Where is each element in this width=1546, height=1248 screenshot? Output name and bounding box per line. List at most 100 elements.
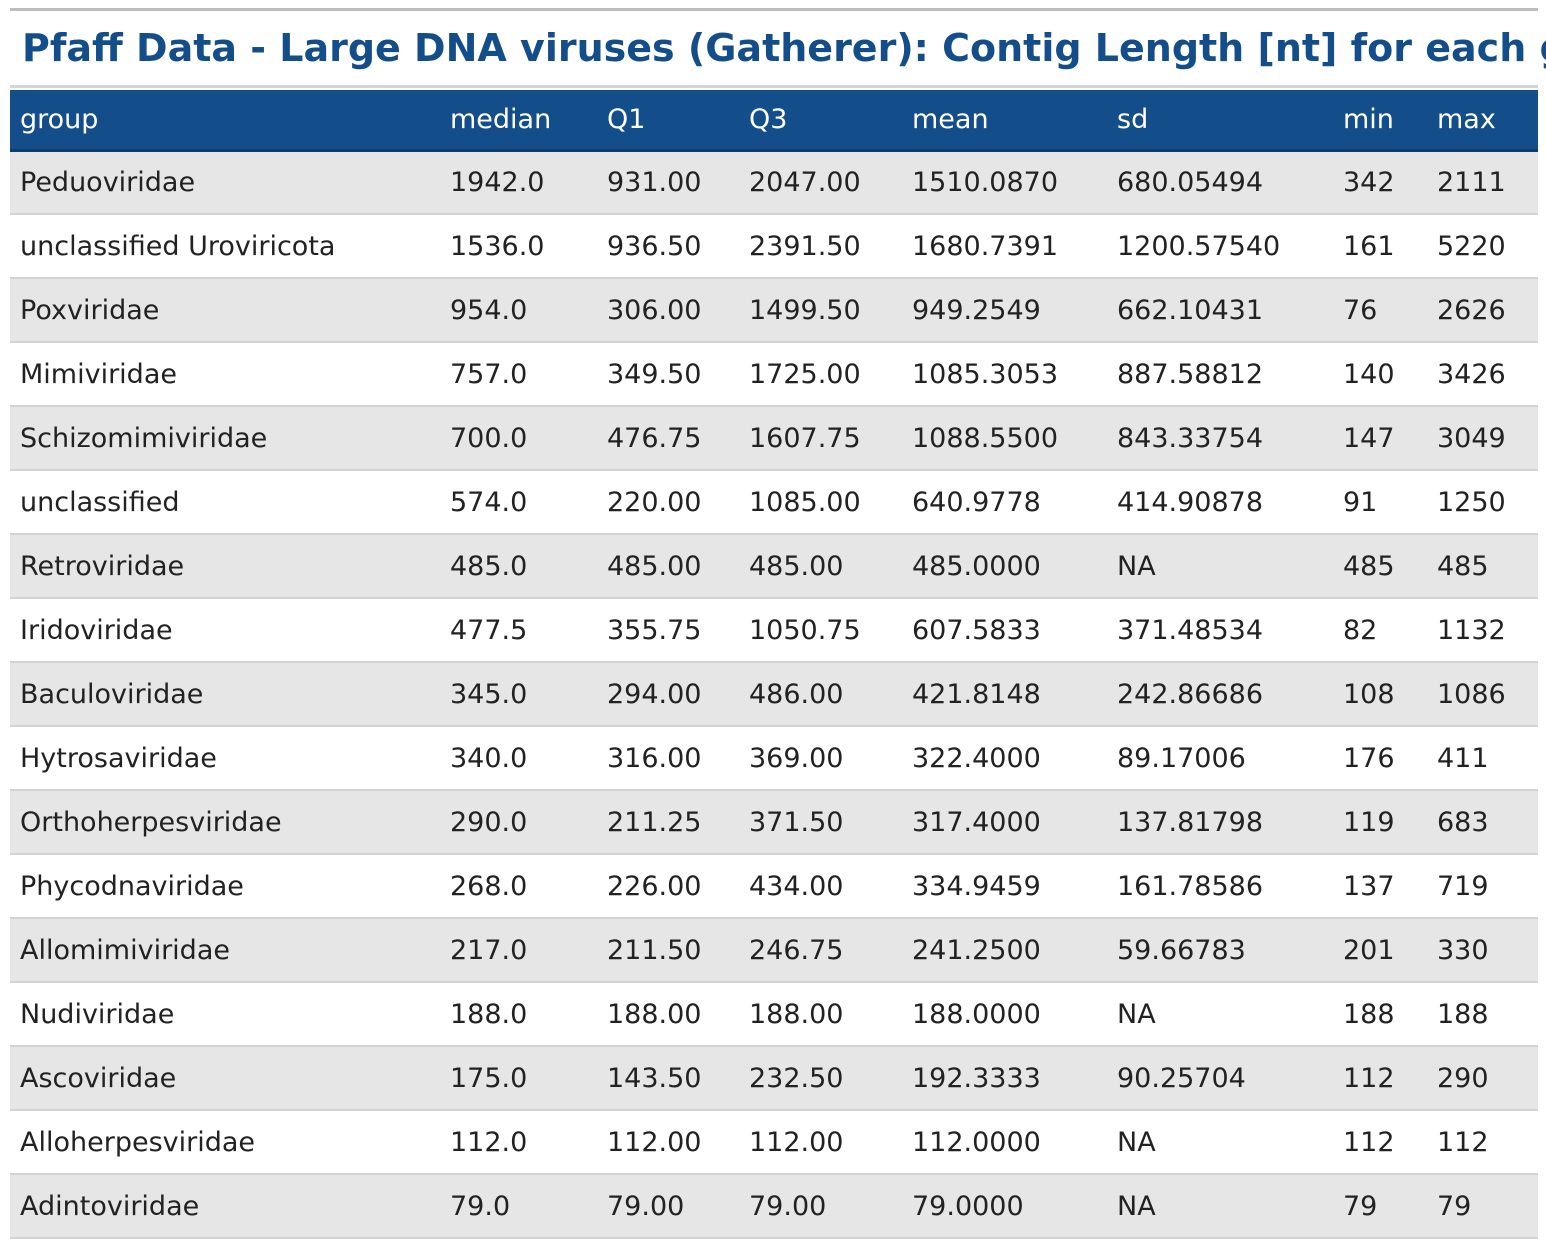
cell-group: Schizomimiviridae — [10, 406, 440, 471]
cell-sd: 89.17006 — [1107, 726, 1333, 791]
cell-min: 201 — [1333, 918, 1427, 983]
cell-median: 290.0 — [440, 790, 597, 855]
cell-q3: 486.00 — [739, 662, 902, 727]
cell-q1: 211.50 — [597, 918, 739, 983]
cell-mean: 485.0000 — [902, 534, 1107, 599]
cell-median: 1536.0 — [440, 214, 597, 279]
cell-group: Ascoviridae — [10, 1046, 440, 1111]
cell-group: Nudiviridae — [10, 982, 440, 1047]
cell-group: unclassified — [10, 470, 440, 535]
table-row: Poxviridae 954.0 306.00 1499.50 949.2549 662.… — [10, 278, 1538, 343]
cell-q1: 936.50 — [597, 214, 739, 279]
cell-q3: 246.75 — [739, 918, 902, 983]
cell-sd: NA — [1107, 1174, 1333, 1239]
cell-q1: 112.00 — [597, 1110, 739, 1175]
cell-min: 119 — [1333, 790, 1427, 855]
table-row: Allomimiviridae 217.0 211.50 246.75 241.2500… — [10, 918, 1538, 983]
cell-max: 79 — [1427, 1174, 1538, 1239]
table-body: Peduoviridae 1942.0 931.00 2047.00 1510.0870… — [10, 150, 1538, 1239]
cell-mean: 241.2500 — [902, 918, 1107, 983]
cell-max: 1086 — [1427, 662, 1538, 727]
cell-mean: 640.9778 — [902, 470, 1107, 535]
table-row: Schizomimiviridae 700.0 476.75 1607.75 1088.… — [10, 406, 1538, 471]
cell-median: 188.0 — [440, 982, 597, 1047]
cell-median: 112.0 — [440, 1110, 597, 1175]
cell-q1: 485.00 — [597, 534, 739, 599]
cell-min: 161 — [1333, 214, 1427, 279]
cell-q3: 232.50 — [739, 1046, 902, 1111]
table-row: Alloherpesviridae 112.0 112.00 112.00 112.00… — [10, 1110, 1538, 1175]
table-row: Orthoherpesviridae 290.0 211.25 371.50 317.4… — [10, 790, 1538, 855]
cell-sd: 414.90878 — [1107, 470, 1333, 535]
cell-median: 79.0 — [440, 1174, 597, 1239]
cell-max: 188 — [1427, 982, 1538, 1047]
table-row: Peduoviridae 1942.0 931.00 2047.00 1510.0870… — [10, 150, 1538, 215]
table-row: Mimiviridae 757.0 349.50 1725.00 1085.3053 88… — [10, 342, 1538, 407]
cell-median: 268.0 — [440, 854, 597, 919]
cell-q1: 143.50 — [597, 1046, 739, 1111]
data-table: group median Q1 Q3 mean sd min max Peduoviridae… — [10, 90, 1538, 1239]
cell-max: 290 — [1427, 1046, 1538, 1111]
cell-q3: 1607.75 — [739, 406, 902, 471]
cell-max: 411 — [1427, 726, 1538, 791]
cell-q3: 1499.50 — [739, 278, 902, 343]
cell-q3: 2391.50 — [739, 214, 902, 279]
table-row: Nudiviridae 188.0 188.00 188.00 188.0000 NA 18… — [10, 982, 1538, 1047]
cell-sd: 137.81798 — [1107, 790, 1333, 855]
cell-q1: 211.25 — [597, 790, 739, 855]
cell-sd: 242.86686 — [1107, 662, 1333, 727]
cell-q3: 2047.00 — [739, 150, 902, 215]
cell-mean: 334.9459 — [902, 854, 1107, 919]
cell-mean: 79.0000 — [902, 1174, 1107, 1239]
column-header-q1: Q1 — [597, 90, 739, 152]
cell-q1: 349.50 — [597, 342, 739, 407]
table-row: Adintoviridae 79.0 79.00 79.00 79.0000 NA 79 79 — [10, 1174, 1538, 1239]
cell-mean: 421.8148 — [902, 662, 1107, 727]
cell-q1: 931.00 — [597, 150, 739, 215]
cell-max: 2111 — [1427, 150, 1538, 215]
table-header-row: group median Q1 Q3 mean sd min max — [10, 90, 1538, 152]
cell-q3: 1085.00 — [739, 470, 902, 535]
cell-group: unclassified Uroviricota — [10, 214, 440, 279]
cell-mean: 607.5833 — [902, 598, 1107, 663]
column-header-group: group — [10, 90, 440, 152]
cell-group: Retroviridae — [10, 534, 440, 599]
cell-median: 477.5 — [440, 598, 597, 663]
cell-min: 485 — [1333, 534, 1427, 599]
cell-mean: 1088.5500 — [902, 406, 1107, 471]
cell-median: 574.0 — [440, 470, 597, 535]
cell-max: 683 — [1427, 790, 1538, 855]
cell-min: 140 — [1333, 342, 1427, 407]
cell-median: 1942.0 — [440, 150, 597, 215]
page-title: Pfaff Data - Large DNA viruses (Gatherer… — [22, 26, 1546, 70]
cell-mean: 192.3333 — [902, 1046, 1107, 1111]
cell-max: 2626 — [1427, 278, 1538, 343]
cell-q3: 371.50 — [739, 790, 902, 855]
table-row: Phycodnaviridae 268.0 226.00 434.00 334.9459… — [10, 854, 1538, 919]
cell-q3: 369.00 — [739, 726, 902, 791]
cell-mean: 188.0000 — [902, 982, 1107, 1047]
cell-max: 485 — [1427, 534, 1538, 599]
cell-median: 217.0 — [440, 918, 597, 983]
cell-min: 176 — [1333, 726, 1427, 791]
cell-max: 1250 — [1427, 470, 1538, 535]
cell-median: 700.0 — [440, 406, 597, 471]
cell-q3: 188.00 — [739, 982, 902, 1047]
cell-min: 79 — [1333, 1174, 1427, 1239]
cell-sd: 371.48534 — [1107, 598, 1333, 663]
cell-max: 1132 — [1427, 598, 1538, 663]
cell-q3: 434.00 — [739, 854, 902, 919]
cell-group: Adintoviridae — [10, 1174, 440, 1239]
table-row: Hytrosaviridae 340.0 316.00 369.00 322.4000 8… — [10, 726, 1538, 791]
cell-min: 82 — [1333, 598, 1427, 663]
cell-min: 112 — [1333, 1046, 1427, 1111]
cell-q1: 476.75 — [597, 406, 739, 471]
cell-q1: 226.00 — [597, 854, 739, 919]
table-row: Baculoviridae 345.0 294.00 486.00 421.8148 24… — [10, 662, 1538, 727]
cell-median: 340.0 — [440, 726, 597, 791]
cell-sd: 887.58812 — [1107, 342, 1333, 407]
cell-max: 5220 — [1427, 214, 1538, 279]
column-header-mean: mean — [902, 90, 1107, 152]
cell-q1: 306.00 — [597, 278, 739, 343]
cell-max: 3426 — [1427, 342, 1538, 407]
